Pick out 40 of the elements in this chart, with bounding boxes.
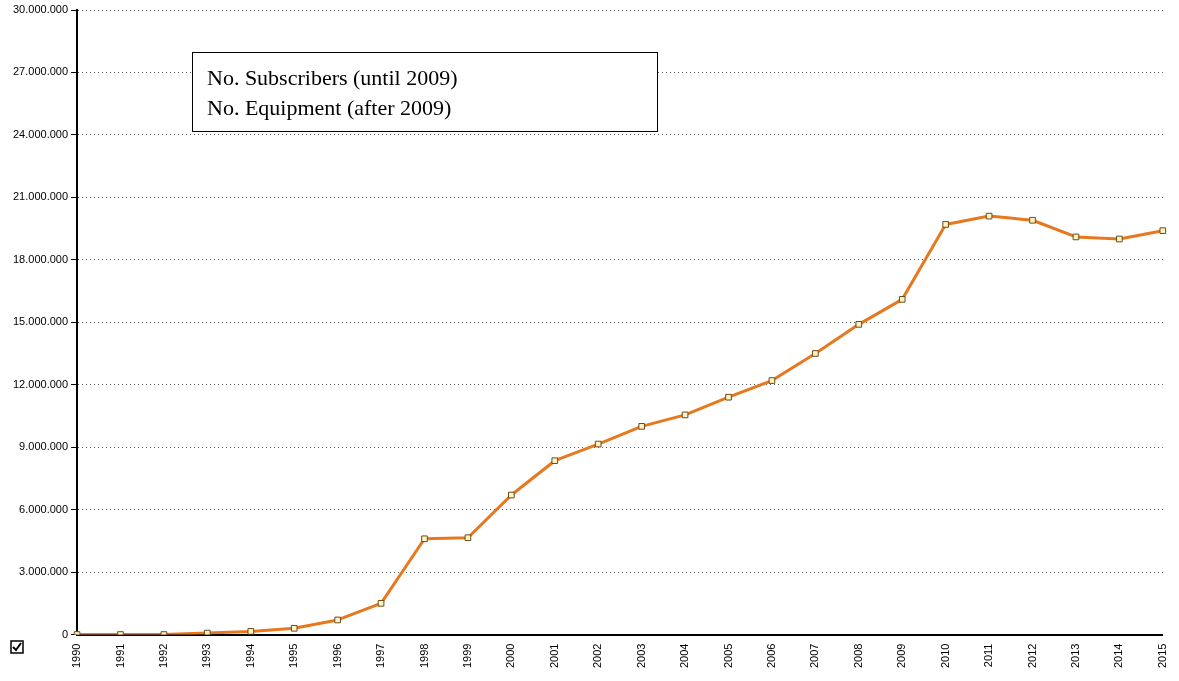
x-tick-label: 1992 [156, 643, 169, 669]
y-tick-label: 15.000.000 [12, 315, 69, 328]
x-tick-label: 2014 [1112, 643, 1125, 669]
x-tick-label: 2011 [982, 643, 995, 668]
x-tick-label: 1995 [287, 643, 300, 669]
annotation: No. Subscribers (until 2009) [207, 64, 459, 92]
x-tick-label: 1997 [374, 643, 387, 669]
x-tick-label: 2009 [895, 643, 908, 669]
x-tick-label: 2008 [851, 643, 864, 669]
x-tick-label: 2015 [1155, 643, 1168, 669]
y-tick-label: 24.000.000 [12, 127, 69, 140]
x-tick-label: 1994 [243, 643, 256, 669]
x-tick-label: 1996 [330, 643, 343, 669]
x-tick-label: 1998 [417, 643, 430, 669]
x-tick-label: 2002 [591, 643, 604, 669]
note-box: No. Subscribers (until 2009) No. Equipment (after 2009) [192, 52, 658, 132]
y-tick-label: 6.000.000 [19, 502, 69, 515]
x-tick-label: 1991 [113, 643, 126, 669]
x-tick-label: 2007 [808, 643, 821, 669]
x-tick-label: 2004 [678, 643, 691, 669]
x-tick-label: 2010 [938, 643, 951, 669]
x-tick-label: 2005 [721, 643, 734, 669]
annotation: No. Equipment (after 2009) [207, 94, 453, 122]
y-tick-label: 21.000.000 [12, 190, 69, 203]
x-tick-label: 1993 [200, 643, 213, 669]
y-tick-label: 27.000.000 [12, 65, 69, 78]
x-tick-label: 1999 [460, 643, 473, 669]
y-tick-label: 12.000.000 [12, 377, 69, 390]
y-tick-label: 18.000.000 [12, 252, 69, 265]
y-tick-label: 9.000.000 [19, 440, 69, 453]
y-tick-label: 3.000.000 [19, 565, 69, 578]
x-tick-label: 2012 [1025, 643, 1038, 669]
x-tick-label: 2003 [634, 643, 647, 669]
x-tick-label: 1990 [70, 643, 83, 669]
y-tick-label: 0 [61, 627, 69, 640]
y-tick-label: 30.000.000 [12, 3, 69, 16]
x-tick-label: 2013 [1068, 643, 1081, 669]
x-tick-label: 2006 [764, 643, 777, 669]
x-tick-label: 2000 [504, 643, 517, 669]
x-tick-label: 2001 [547, 643, 560, 669]
